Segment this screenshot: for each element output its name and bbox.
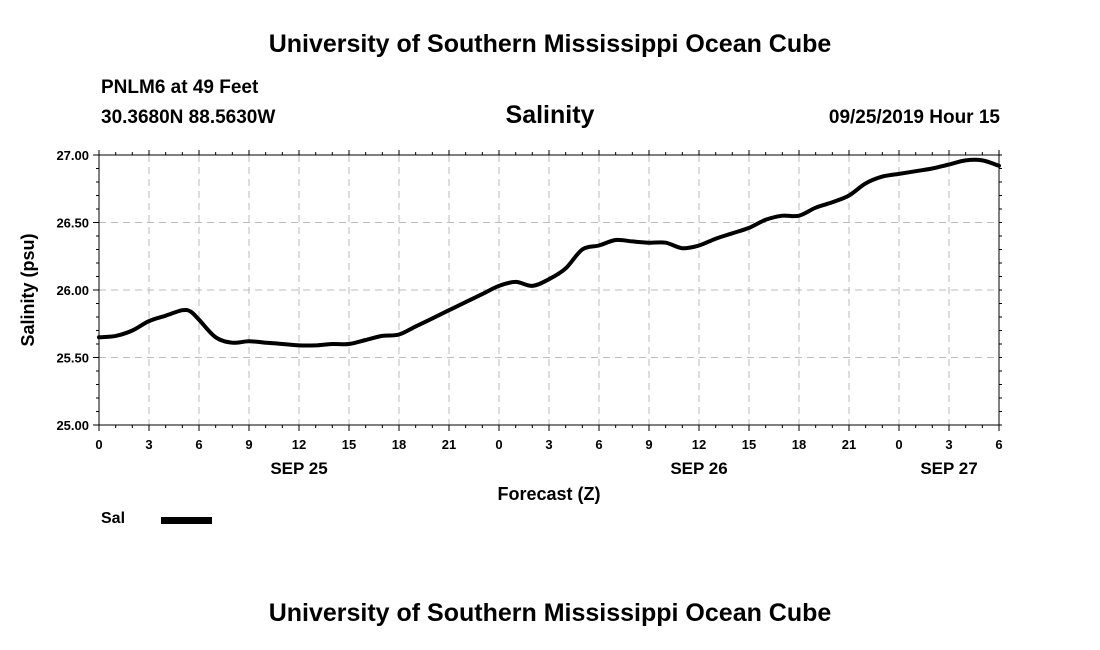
x-tick-label: 0 xyxy=(495,437,502,452)
legend-swatch-sal xyxy=(161,517,212,524)
x-tick-label: 0 xyxy=(895,437,902,452)
footer-title: University of Southern Mississippi Ocean… xyxy=(268,599,832,627)
x-tick-label: 21 xyxy=(442,437,456,452)
station-coordinates: 30.3680N 88.5630W xyxy=(101,107,276,128)
x-tick-label: 6 xyxy=(995,437,1002,452)
x-tick-label: 3 xyxy=(545,437,552,452)
y-tick-label: 25.50 xyxy=(56,351,89,366)
x-tick-label: 15 xyxy=(342,437,356,452)
x-tick-label: 12 xyxy=(692,437,706,452)
y-tick-label: 26.00 xyxy=(56,283,89,298)
chart-title: Salinity xyxy=(505,101,595,129)
x-axis-label: Forecast (Z) xyxy=(497,484,600,504)
x-tick-label: 3 xyxy=(145,437,152,452)
date-label: SEP 25 xyxy=(270,459,327,478)
y-tick-label: 26.50 xyxy=(56,216,89,231)
x-tick-label: 9 xyxy=(645,437,652,452)
date-label: SEP 27 xyxy=(920,459,977,478)
x-tick-label: 18 xyxy=(392,437,406,452)
axis-ticks xyxy=(93,150,1002,431)
tick-labels: 25.00 25.50 26.00 26.50 27.00 0 3 6 9 12 15 18 21 0 3 6… xyxy=(56,148,1002,478)
y-axis-label: Salinity (psu) xyxy=(18,233,38,346)
y-tick-label: 25.00 xyxy=(56,418,89,433)
x-tick-label: 12 xyxy=(292,437,306,452)
series-line-sal xyxy=(97,157,1001,348)
x-tick-label: 21 xyxy=(842,437,856,452)
legend-label-sal: Sal xyxy=(101,510,126,527)
x-tick-label: 9 xyxy=(245,437,252,452)
x-tick-label: 18 xyxy=(792,437,806,452)
x-tick-label: 6 xyxy=(595,437,602,452)
x-tick-label: 0 xyxy=(95,437,102,452)
report-title: University of Southern Mississippi Ocean… xyxy=(268,30,832,58)
y-tick-label: 27.00 xyxy=(56,148,89,163)
forecast-timestamp: 09/25/2019 Hour 15 xyxy=(828,107,1000,128)
station-name: PNLM6 at 49 Feet xyxy=(101,77,259,98)
grid xyxy=(99,155,999,425)
x-tick-label: 6 xyxy=(195,437,202,452)
x-tick-label: 15 xyxy=(742,437,756,452)
date-label: SEP 26 xyxy=(670,459,727,478)
x-tick-label: 3 xyxy=(945,437,952,452)
